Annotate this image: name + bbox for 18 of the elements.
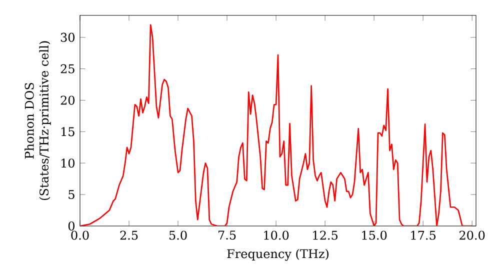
x-tick-label: 7.5 <box>218 230 236 240</box>
y-tick-label: 25 <box>60 64 74 74</box>
y-tick-label: 30 <box>60 32 74 42</box>
x-tick-label: 0.0 <box>71 230 89 240</box>
y-axis-title: Phonon DOS (States/THz·primitive cell) <box>24 41 51 200</box>
x-axis-title: Frequency (THz) <box>227 248 328 261</box>
x-tick-label: 17.5 <box>411 230 436 240</box>
x-tick-label: 10.0 <box>264 230 289 240</box>
x-tick-label: 2.5 <box>120 230 138 240</box>
x-tick-label: 15.0 <box>362 230 387 240</box>
x-tick-label: 12.5 <box>313 230 338 240</box>
y-tick-label: 10 <box>61 158 74 168</box>
x-tick-label: 5.0 <box>170 230 187 240</box>
y-tick-label: 20 <box>60 96 74 105</box>
y-tick-label: 5 <box>68 190 74 200</box>
x-tick-label: 20.0 <box>460 230 485 240</box>
y-tick-label: 15 <box>61 127 74 136</box>
y-tick-label: 0 <box>68 221 74 231</box>
